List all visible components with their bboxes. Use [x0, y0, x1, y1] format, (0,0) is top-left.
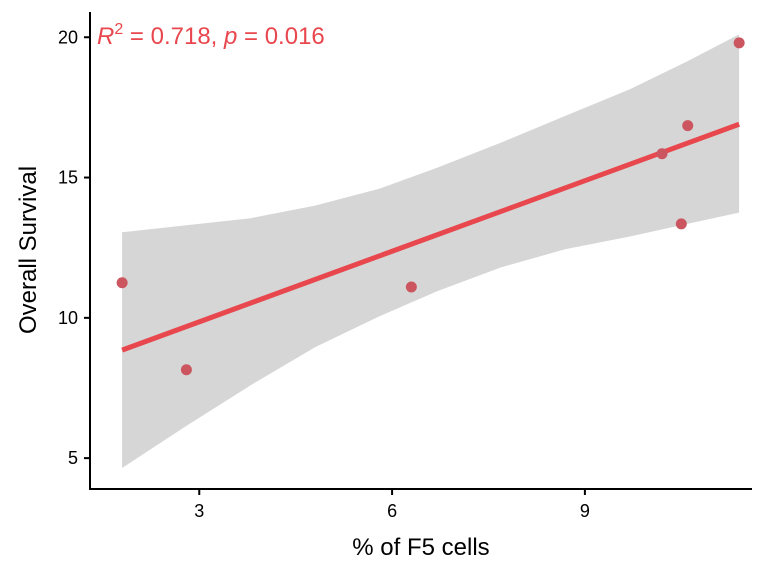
r-superscript: 2 [114, 21, 123, 38]
data-point-1 [116, 277, 128, 289]
y-tick-label: 5 [68, 448, 78, 468]
data-point-6 [682, 120, 694, 132]
p-text: = 0.016 [237, 23, 324, 50]
x-ticks: 3 6 9 [194, 489, 590, 521]
data-point-5 [675, 218, 687, 230]
data-point-4 [656, 148, 668, 160]
x-axis-title: % of F5 cells [352, 534, 489, 561]
r-label: R [97, 23, 114, 50]
x-tick-label: 3 [194, 501, 204, 521]
y-tick-label: 15 [58, 168, 78, 188]
stats-annotation: R2 = 0.718, p = 0.016 [97, 21, 325, 50]
data-point-7 [733, 37, 745, 49]
y-tick-label: 10 [58, 308, 78, 328]
stats-text: = 0.718, [123, 23, 224, 50]
data-points [116, 37, 745, 376]
y-ticks: 5 10 15 20 [58, 27, 90, 468]
x-tick-label: 6 [387, 501, 397, 521]
plot-area [116, 34, 745, 469]
y-tick-label: 20 [58, 27, 78, 47]
x-tick-label: 9 [580, 501, 590, 521]
regression-line [121, 121, 741, 353]
confidence-band [122, 34, 740, 469]
data-point-3 [405, 281, 417, 293]
y-axis-title: Overall Survival [15, 166, 42, 334]
p-label: p [223, 23, 237, 50]
data-point-2 [180, 364, 192, 376]
